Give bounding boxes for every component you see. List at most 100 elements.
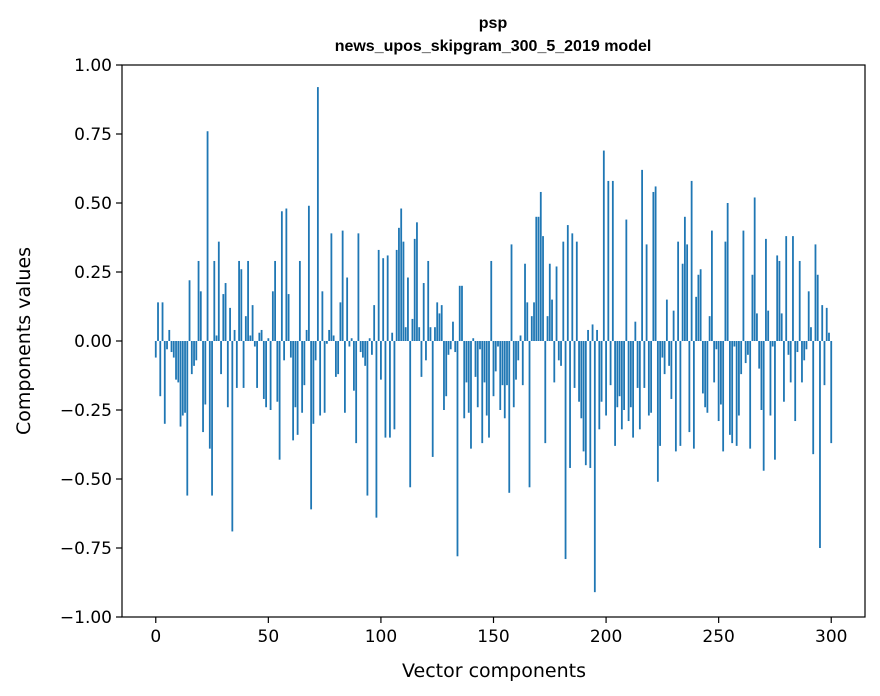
bar xyxy=(244,316,247,341)
bar xyxy=(481,341,484,444)
bar xyxy=(179,341,182,427)
bar xyxy=(253,341,256,347)
bar xyxy=(301,341,304,413)
bar xyxy=(328,329,331,341)
bar xyxy=(571,233,574,341)
bar xyxy=(172,341,175,358)
bar xyxy=(683,216,686,341)
bar xyxy=(830,341,833,444)
bar xyxy=(807,291,810,341)
bar xyxy=(656,341,659,482)
bar xyxy=(229,307,231,341)
bar xyxy=(391,332,394,341)
bar xyxy=(368,338,371,341)
bar xyxy=(593,341,596,593)
bar xyxy=(422,283,425,341)
bar xyxy=(785,236,788,341)
bar xyxy=(366,341,369,496)
bars-group xyxy=(154,87,833,593)
bar xyxy=(418,327,421,341)
bar xyxy=(652,191,655,341)
bar xyxy=(294,341,297,408)
bar xyxy=(447,341,450,355)
bar xyxy=(323,341,326,413)
bar xyxy=(720,341,722,405)
bar xyxy=(499,341,502,410)
bar xyxy=(776,255,779,341)
bar xyxy=(348,341,351,347)
bar xyxy=(530,316,533,341)
bar xyxy=(159,341,162,397)
bar xyxy=(271,291,274,341)
bar xyxy=(726,203,729,341)
bar xyxy=(591,324,594,341)
bar xyxy=(157,302,159,341)
bar xyxy=(287,294,290,341)
bar xyxy=(492,341,495,397)
bar xyxy=(641,169,643,341)
bar xyxy=(805,341,808,350)
bar xyxy=(774,341,776,460)
bar xyxy=(600,341,603,402)
bar xyxy=(823,341,826,386)
bar xyxy=(350,338,353,341)
bar xyxy=(168,329,171,341)
bar xyxy=(240,269,243,341)
bar xyxy=(256,341,258,388)
bar xyxy=(208,341,211,449)
bar xyxy=(636,341,639,388)
y-tick-label: −0.50 xyxy=(60,470,112,490)
bar xyxy=(402,241,405,341)
bar xyxy=(778,260,781,341)
bar xyxy=(629,341,632,408)
bar xyxy=(722,341,725,452)
bar xyxy=(688,341,691,433)
bar xyxy=(587,329,589,341)
bar xyxy=(566,225,569,341)
bar xyxy=(364,341,367,366)
bar xyxy=(199,291,202,341)
bar xyxy=(488,341,490,438)
bar xyxy=(548,263,551,341)
bar xyxy=(238,260,240,341)
bar xyxy=(749,341,752,449)
bar xyxy=(526,302,529,341)
bar xyxy=(449,341,452,350)
bar xyxy=(188,280,191,341)
bar xyxy=(467,341,470,413)
bar xyxy=(704,341,707,408)
bar xyxy=(524,263,526,341)
bar xyxy=(224,283,227,341)
bar xyxy=(618,341,621,397)
bar xyxy=(796,341,799,353)
bar xyxy=(690,180,693,341)
bar xyxy=(485,341,488,416)
bar xyxy=(393,341,396,430)
bar xyxy=(215,335,218,341)
bar xyxy=(756,313,758,341)
bar xyxy=(695,296,698,341)
bar xyxy=(598,341,601,430)
bar xyxy=(643,341,646,388)
bar xyxy=(362,341,364,358)
bar xyxy=(661,341,664,358)
bar xyxy=(686,244,689,341)
bar xyxy=(177,341,180,383)
bar xyxy=(670,341,673,399)
bar xyxy=(638,341,641,430)
bar xyxy=(325,341,328,344)
bar xyxy=(458,285,461,341)
bar xyxy=(161,302,164,341)
bar xyxy=(729,341,731,435)
bar xyxy=(262,341,265,399)
bar xyxy=(334,341,337,377)
bar xyxy=(267,338,270,341)
bar xyxy=(609,341,612,386)
bar xyxy=(461,285,463,341)
bar xyxy=(747,341,749,355)
bar xyxy=(445,341,448,397)
bar xyxy=(456,341,459,557)
y-tick-label: −0.25 xyxy=(60,401,112,421)
bar xyxy=(195,341,198,361)
